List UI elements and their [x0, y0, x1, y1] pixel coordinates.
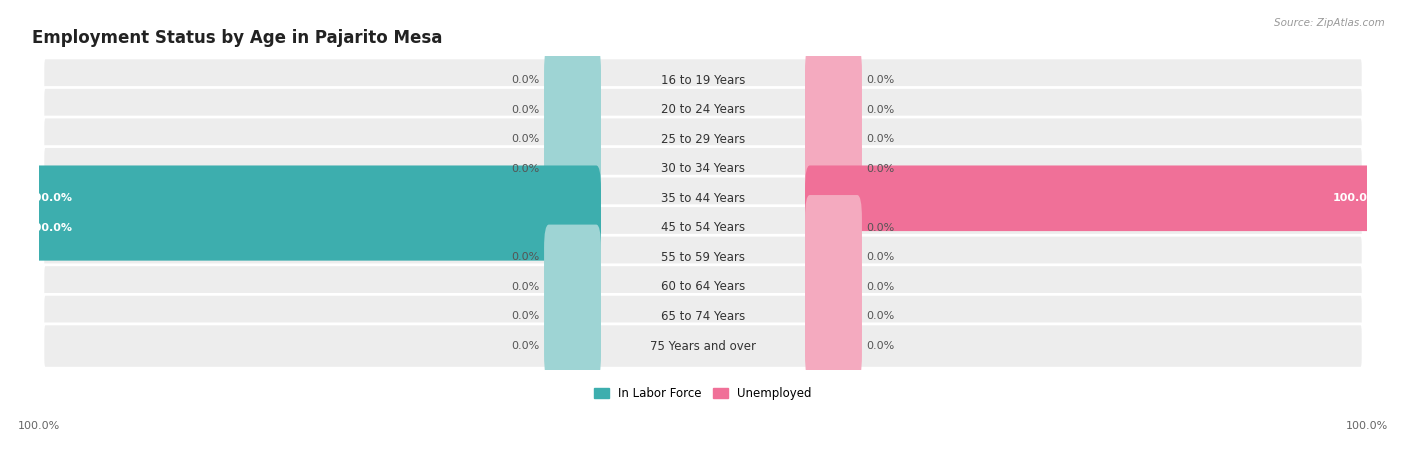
Text: 65 to 74 Years: 65 to 74 Years — [661, 310, 745, 323]
Text: 0.0%: 0.0% — [866, 223, 894, 233]
Text: 0.0%: 0.0% — [866, 164, 894, 174]
FancyBboxPatch shape — [806, 254, 862, 320]
Text: 100.0%: 100.0% — [1333, 193, 1379, 203]
Text: 30 to 34 Years: 30 to 34 Years — [661, 162, 745, 175]
FancyBboxPatch shape — [44, 176, 1362, 221]
Text: Employment Status by Age in Pajarito Mesa: Employment Status by Age in Pajarito Mes… — [32, 28, 443, 46]
Text: 0.0%: 0.0% — [866, 312, 894, 322]
FancyBboxPatch shape — [0, 166, 600, 231]
Text: 75 Years and over: 75 Years and over — [650, 340, 756, 353]
Text: 16 to 19 Years: 16 to 19 Years — [661, 74, 745, 87]
FancyBboxPatch shape — [44, 324, 1362, 368]
FancyBboxPatch shape — [806, 136, 862, 202]
Text: Source: ZipAtlas.com: Source: ZipAtlas.com — [1274, 18, 1385, 28]
Text: 0.0%: 0.0% — [512, 164, 540, 174]
FancyBboxPatch shape — [806, 77, 862, 143]
FancyBboxPatch shape — [544, 284, 600, 350]
Legend: In Labor Force, Unemployed: In Labor Force, Unemployed — [589, 382, 817, 405]
Text: 0.0%: 0.0% — [512, 282, 540, 292]
Text: 0.0%: 0.0% — [866, 253, 894, 262]
FancyBboxPatch shape — [544, 106, 600, 172]
FancyBboxPatch shape — [44, 58, 1362, 102]
Text: 0.0%: 0.0% — [866, 75, 894, 85]
Text: 0.0%: 0.0% — [512, 75, 540, 85]
FancyBboxPatch shape — [44, 265, 1362, 309]
FancyBboxPatch shape — [0, 195, 600, 261]
FancyBboxPatch shape — [544, 136, 600, 202]
FancyBboxPatch shape — [806, 313, 862, 379]
FancyBboxPatch shape — [806, 284, 862, 350]
Text: 0.0%: 0.0% — [512, 341, 540, 351]
FancyBboxPatch shape — [44, 117, 1362, 161]
Text: 0.0%: 0.0% — [866, 134, 894, 144]
FancyBboxPatch shape — [544, 225, 600, 290]
Text: 0.0%: 0.0% — [512, 253, 540, 262]
Text: 25 to 29 Years: 25 to 29 Years — [661, 133, 745, 146]
Text: 20 to 24 Years: 20 to 24 Years — [661, 103, 745, 116]
FancyBboxPatch shape — [544, 47, 600, 113]
Text: 100.0%: 100.0% — [27, 193, 73, 203]
Text: 0.0%: 0.0% — [866, 282, 894, 292]
FancyBboxPatch shape — [544, 77, 600, 143]
Text: 0.0%: 0.0% — [512, 312, 540, 322]
Text: 45 to 54 Years: 45 to 54 Years — [661, 221, 745, 235]
FancyBboxPatch shape — [44, 295, 1362, 339]
Text: 60 to 64 Years: 60 to 64 Years — [661, 281, 745, 294]
FancyBboxPatch shape — [806, 225, 862, 290]
Text: 0.0%: 0.0% — [512, 134, 540, 144]
FancyBboxPatch shape — [44, 87, 1362, 132]
FancyBboxPatch shape — [806, 166, 1406, 231]
FancyBboxPatch shape — [544, 254, 600, 320]
FancyBboxPatch shape — [544, 313, 600, 379]
Text: 100.0%: 100.0% — [18, 421, 60, 431]
FancyBboxPatch shape — [806, 47, 862, 113]
Text: 55 to 59 Years: 55 to 59 Years — [661, 251, 745, 264]
FancyBboxPatch shape — [806, 195, 862, 261]
Text: 35 to 44 Years: 35 to 44 Years — [661, 192, 745, 205]
Text: 100.0%: 100.0% — [1346, 421, 1388, 431]
FancyBboxPatch shape — [44, 235, 1362, 280]
Text: 0.0%: 0.0% — [866, 341, 894, 351]
FancyBboxPatch shape — [806, 106, 862, 172]
FancyBboxPatch shape — [44, 206, 1362, 250]
Text: 0.0%: 0.0% — [866, 105, 894, 115]
Text: 0.0%: 0.0% — [512, 105, 540, 115]
FancyBboxPatch shape — [44, 147, 1362, 191]
Text: 100.0%: 100.0% — [27, 223, 73, 233]
